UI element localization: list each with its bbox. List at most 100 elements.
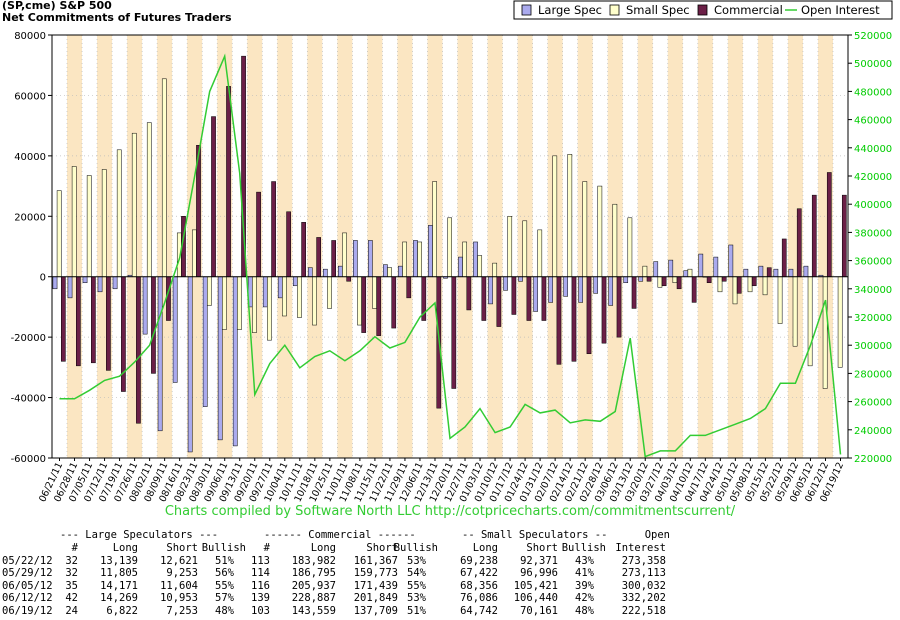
large-spec-bar [398, 265, 403, 277]
table-cell: 48% [215, 604, 234, 617]
title-line-2: Net Commitments of Futures Traders [2, 11, 232, 24]
small-spec-bar [792, 276, 798, 347]
row-date: 06/12/12 [2, 592, 53, 605]
group-header-large-speculators: --- Large Speculators --- [60, 529, 219, 541]
small-spec-bar [777, 276, 783, 324]
column-header: Long [112, 542, 138, 554]
table-cell: 92,371 [520, 555, 558, 567]
table-cell: 43% [575, 555, 594, 567]
right-tick-label: 480000 [854, 87, 892, 98]
right-tick-label: 220000 [854, 454, 892, 465]
large-spec-bar [157, 276, 163, 432]
small-spec-bar [146, 122, 152, 277]
commercial-bar [796, 208, 802, 277]
small-spec-bar [207, 276, 212, 306]
right-tick-label: 360000 [854, 257, 892, 268]
table-cell: 222,518 [621, 604, 666, 617]
band [307, 35, 323, 458]
commercial-bar [451, 276, 457, 389]
large-spec-bar [773, 268, 779, 277]
commercial-bar [466, 276, 472, 311]
commercial-bar [301, 222, 306, 277]
left-tick-label: -60000 [11, 454, 46, 465]
table-cell: 55% [215, 579, 234, 592]
band [367, 35, 383, 458]
legend-swatch-commercial [697, 4, 708, 16]
table-cell: 332,202 [621, 592, 666, 605]
large-spec-bar [353, 240, 358, 277]
table-row: 05/29/12 32 11,805 9,253 56% 114 186,795 159,77… [0, 567, 900, 579]
table-cell: 11,604 [160, 579, 198, 592]
table-cell: 68,356 [460, 579, 498, 592]
small-spec-bar [807, 276, 813, 367]
commercial-bar [586, 276, 592, 355]
table-cell: 116 [251, 579, 270, 592]
large-spec-bar [608, 276, 614, 306]
legend-label-large-spec: Large Spec [538, 3, 602, 17]
large-spec-bar [202, 276, 208, 407]
commercial-bar [76, 276, 81, 367]
band [247, 35, 263, 458]
commercial-bar [661, 276, 667, 287]
left-axis-ticks: 80000 60000 40000 20000 0 -20000 -40000 -60000 [11, 31, 52, 465]
band [637, 35, 653, 458]
column-header: Long [310, 542, 336, 554]
right-tick-label: 400000 [854, 200, 892, 211]
column-header: Bullish [393, 542, 438, 554]
table-cell: 70,161 [520, 604, 558, 617]
large-spec-bar [743, 268, 749, 277]
table-cell: 67,422 [460, 567, 498, 580]
large-spec-bar [428, 225, 433, 277]
left-tick-label: -40000 [11, 394, 46, 405]
small-spec-bar [297, 276, 302, 318]
right-axis-ticks: 520000 500000 480000 460000 440000 420000 4000… [848, 31, 892, 465]
large-spec-bar [563, 276, 568, 297]
small-spec-bar [462, 241, 468, 277]
small-spec-bar [191, 229, 197, 277]
table-cell: 201,849 [353, 592, 398, 605]
small-spec-bar [522, 220, 528, 277]
commercial-bar [496, 276, 502, 327]
right-tick-label: 280000 [854, 369, 892, 380]
commercial-bar [211, 116, 216, 277]
table-cell: 186,795 [291, 567, 336, 580]
commercial-bar [781, 238, 787, 277]
large-spec-bar [803, 265, 809, 277]
group-header-row: --- Large Speculators --- ------ Commerci… [0, 529, 900, 541]
left-tick-label: -20000 [11, 333, 46, 344]
large-spec-bar [292, 276, 298, 287]
group-header-small-speculators: -- Small Speculators -- [462, 529, 608, 541]
large-spec-bar [713, 256, 719, 277]
column-header-row: # Long Short Bullish # Long Short Bullish Long Sh… [0, 542, 900, 554]
table-cell: 7,253 [166, 604, 198, 617]
commercial-bar [286, 211, 291, 277]
legend-label-small-spec: Small Spec [626, 3, 690, 17]
commercial-bar [766, 267, 772, 277]
small-spec-bar [282, 276, 287, 317]
right-tick-label: 500000 [854, 59, 892, 70]
small-spec-bar [101, 169, 107, 277]
small-spec-bar [222, 276, 227, 330]
small-spec-bar [402, 241, 407, 277]
small-spec-bar [582, 181, 588, 277]
column-header: Bullish [561, 542, 606, 554]
small-spec-bar [672, 276, 678, 284]
commercial-bar [751, 276, 757, 287]
open-interest-line [59, 53, 842, 458]
commercial-bar [616, 276, 622, 338]
table-cell: 105,421 [513, 579, 558, 592]
group-header-commercial: ------ Commercial ------ [264, 529, 416, 541]
right-tick-label: 380000 [854, 228, 892, 239]
commercial-bar [646, 276, 652, 282]
small-spec-bar [477, 255, 483, 277]
small-spec-bar [432, 181, 437, 277]
table-cell: 11,805 [100, 567, 138, 580]
commercial-bar [256, 191, 261, 277]
small-spec-bar [762, 276, 768, 296]
right-tick-label: 520000 [854, 31, 892, 42]
large-spec-bar [578, 276, 583, 303]
table-cell: 24 [65, 604, 78, 617]
credit-line: Charts compiled by Software North LLC ht… [164, 504, 736, 519]
small-spec-bar [822, 276, 828, 389]
large-spec-bar [277, 276, 283, 299]
